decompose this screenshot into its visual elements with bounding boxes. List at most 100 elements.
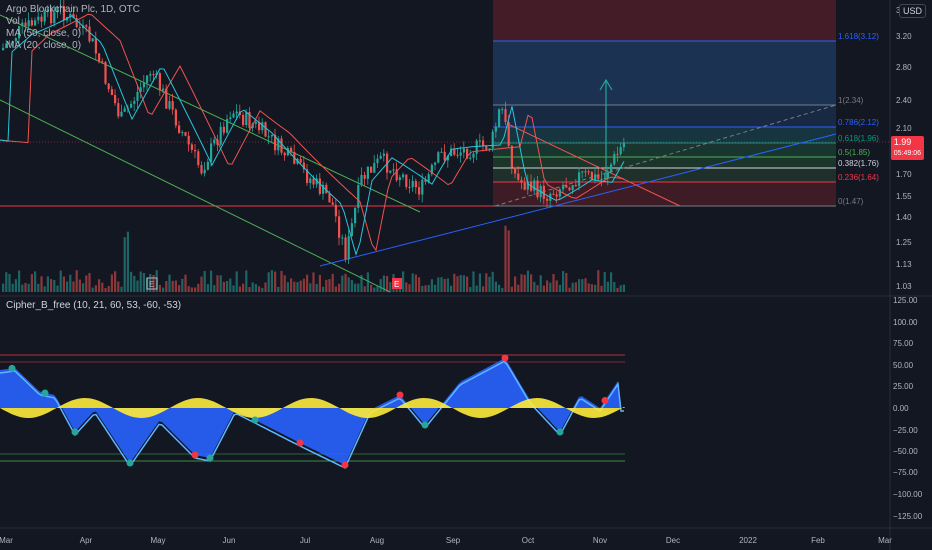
- trendline-dashed: [494, 104, 837, 207]
- signal-dot: [71, 428, 79, 436]
- candle-body: [226, 119, 229, 133]
- fib-zone-786: [493, 127, 836, 143]
- candle-body: [405, 174, 408, 187]
- candle-body: [581, 171, 584, 173]
- volume-bar: [574, 282, 577, 292]
- volume-bar: [59, 270, 62, 292]
- candle-body: [427, 174, 430, 182]
- volume-bar: [347, 277, 350, 292]
- symbol-legend[interactable]: Argo Blockchain Plc, 1D, OTC: [6, 4, 140, 15]
- ma-fast-legend[interactable]: MA (50, close, 0): [6, 28, 82, 39]
- candle-body: [197, 151, 200, 166]
- volume-bar: [277, 286, 280, 292]
- candle-body: [274, 134, 277, 151]
- ma-slow-legend[interactable]: MA (20, close, 0): [6, 40, 82, 51]
- candle-body: [299, 158, 302, 163]
- trendline-lower: [0, 99, 391, 293]
- volume-bar: [21, 284, 24, 292]
- candle-body: [341, 237, 344, 239]
- volume-bar: [606, 281, 609, 292]
- volume-bar: [482, 286, 485, 292]
- candle-body: [379, 155, 382, 159]
- fib-level-label: 0.5(1.85): [838, 148, 870, 157]
- candle-body: [267, 136, 270, 138]
- volume-bar: [600, 285, 603, 292]
- candle-body: [462, 148, 465, 153]
- candle-body: [242, 114, 245, 125]
- earnings-marker: [146, 277, 158, 290]
- volume-bar: [56, 285, 59, 292]
- candle-body: [200, 165, 203, 174]
- volume-bar: [280, 270, 283, 292]
- candle-body: [78, 27, 81, 29]
- cipher-legend[interactable]: Cipher_B_free (10, 21, 60, 53, -60, -53): [6, 300, 182, 311]
- volume-bar: [526, 270, 529, 292]
- candle-body: [136, 91, 139, 101]
- volume-bar: [66, 281, 69, 292]
- volume-bar: [216, 275, 219, 292]
- volume-bar: [491, 271, 494, 292]
- volume-bar: [251, 282, 254, 292]
- candle-body: [459, 152, 462, 156]
- candle-body: [498, 109, 501, 127]
- volume-bar: [114, 271, 117, 292]
- candle-body: [347, 236, 350, 260]
- volume-bar: [414, 274, 417, 292]
- osc-axis-label: 25.00: [893, 382, 914, 391]
- volume-bar: [341, 275, 344, 292]
- volume-bar: [338, 283, 341, 292]
- vol-legend[interactable]: Vol: [6, 16, 20, 27]
- volume-bar: [245, 270, 248, 292]
- signal-dot: [396, 391, 404, 399]
- target-arrow-head: [599, 78, 613, 91]
- volume-bar: [232, 285, 235, 292]
- candle-body: [142, 82, 145, 88]
- volume-bar: [130, 271, 133, 292]
- wavetrend-area: [0, 358, 625, 465]
- volume-bar: [126, 231, 129, 292]
- volume-bar: [331, 273, 334, 292]
- volume-bar: [168, 274, 171, 292]
- volume-bar: [443, 278, 446, 292]
- volume-bar: [94, 285, 97, 292]
- volume-bar: [53, 280, 56, 292]
- volume-bar: [270, 270, 273, 292]
- candle-body: [376, 158, 379, 164]
- signal-dot: [41, 389, 49, 397]
- volume-bar: [421, 285, 424, 292]
- osc-axis-label: 100.00: [893, 318, 918, 327]
- candle-body: [363, 174, 366, 179]
- candle-body: [149, 74, 152, 76]
- volume-bar: [107, 286, 110, 292]
- volume-bar: [344, 273, 347, 292]
- candle-body: [222, 126, 225, 133]
- candle-body: [408, 186, 411, 188]
- wavetrend-line: [0, 360, 624, 470]
- candle-body: [168, 101, 171, 109]
- candle-body: [98, 53, 101, 62]
- volume-bar: [184, 274, 187, 292]
- candle-body: [450, 148, 453, 157]
- volume-bar: [286, 282, 289, 292]
- price-axis-label: 3.20: [896, 32, 912, 41]
- candle-body: [526, 181, 529, 190]
- last-price-value: 1.99: [893, 137, 912, 147]
- volume-bar: [546, 280, 549, 292]
- volume-bar: [30, 274, 33, 292]
- volume-bar: [453, 273, 456, 292]
- volume-bar: [8, 273, 11, 292]
- candle-body: [504, 109, 507, 123]
- currency-button[interactable]: USD: [898, 4, 926, 18]
- volume-bar: [450, 285, 453, 292]
- volume-bar: [101, 282, 104, 292]
- candle-body: [123, 108, 126, 112]
- candle-body: [331, 202, 334, 205]
- time-axis-label: May: [150, 536, 165, 545]
- volume-bar: [376, 285, 379, 292]
- volume-bar: [274, 271, 277, 292]
- volume-bar: [325, 279, 328, 292]
- candle-body: [370, 166, 373, 173]
- osc-axis-label: −75.00: [893, 468, 918, 477]
- volume-bar: [405, 282, 408, 292]
